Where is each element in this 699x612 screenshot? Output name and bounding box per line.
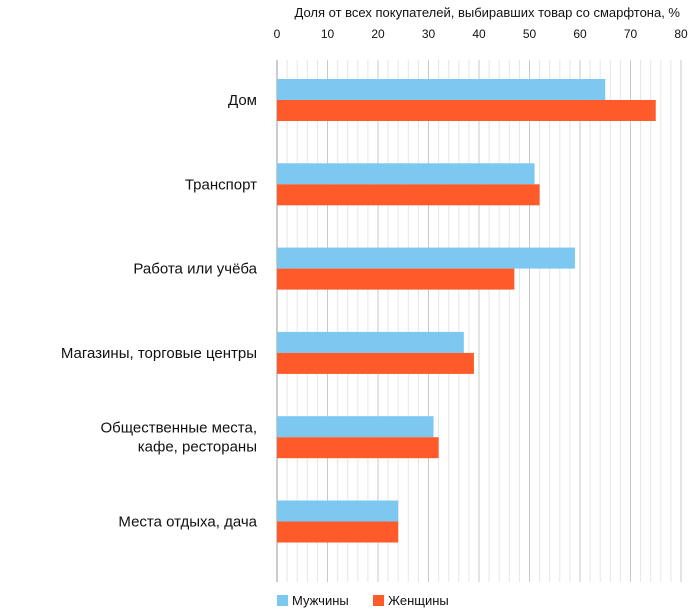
category-label: Общественные места, [100, 420, 257, 437]
category-label: Транспорт [185, 176, 257, 193]
category-label: Магазины, торговые центры [61, 345, 257, 362]
category-label: Дом [228, 92, 257, 109]
bar-women [277, 100, 656, 121]
bar-women [277, 352, 474, 374]
bar-women [277, 184, 540, 206]
x-axis-title: Доля от всех покупателей, выбиравших тов… [295, 5, 681, 20]
category-label: Работа или учёба [133, 261, 257, 278]
x-tick-label: 20 [371, 27, 385, 41]
bar-men [277, 416, 434, 438]
legend: Мужчины Женщины [277, 593, 449, 608]
x-tick-label: 80 [674, 27, 688, 41]
x-tick-label: 30 [422, 27, 436, 41]
category-label: Места отдыха, дача [118, 514, 257, 531]
bar-men [277, 79, 606, 100]
x-tick-label: 60 [573, 27, 587, 41]
x-tick-label: 0 [274, 27, 281, 41]
legend-swatch-men [277, 595, 288, 606]
bar-women [277, 521, 399, 543]
bar-women [277, 437, 439, 459]
category-labels: Дом Транспорт Работа или учёба Магазины, то… [61, 92, 258, 531]
gridlines [276, 60, 682, 582]
legend-label-men: Мужчины [292, 593, 349, 608]
bars [277, 79, 656, 543]
legend-swatch-women [373, 595, 384, 606]
legend-label-women: Женщины [388, 593, 449, 608]
bar-men [277, 163, 535, 185]
bar-men [277, 247, 575, 269]
x-tick-label: 70 [624, 27, 638, 41]
x-tick-label: 50 [523, 27, 537, 41]
bar-men [277, 331, 464, 353]
bar-men [277, 500, 399, 522]
x-tick-label: 40 [472, 27, 486, 41]
x-tick-label: 10 [321, 27, 335, 41]
bar-women [277, 268, 515, 290]
x-axis-ticks: 0 10 20 30 40 50 60 70 80 [274, 27, 688, 41]
category-label: кафе, рестораны [138, 439, 257, 456]
